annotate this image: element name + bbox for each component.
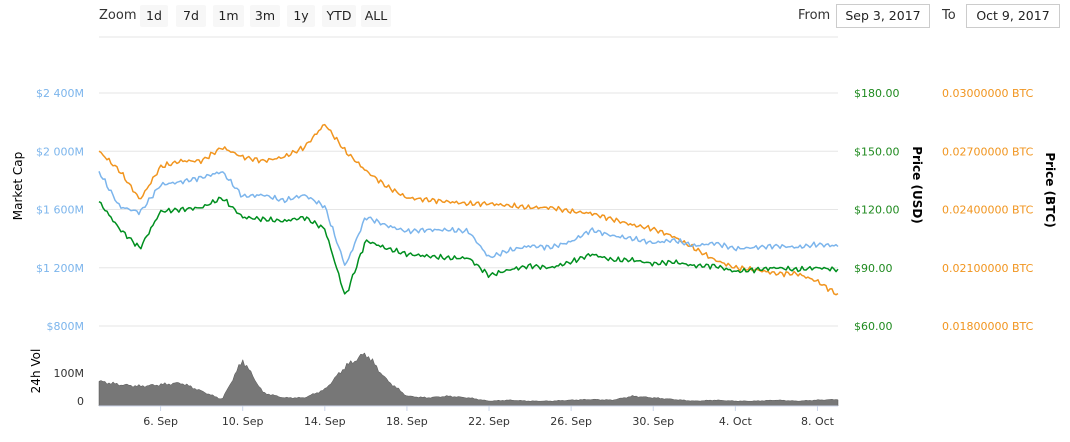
volume-tick-label: 100M bbox=[54, 367, 85, 380]
market-cap-tick-label: $1 600M bbox=[36, 204, 84, 217]
price-btc-tick-label: 0.01800000 BTC bbox=[942, 320, 1034, 333]
from-date-input[interactable]: Sep 3, 2017 bbox=[836, 4, 930, 28]
zoom-1m-button[interactable]: 1m bbox=[213, 5, 244, 27]
x-tick-label: 10. Sep bbox=[222, 415, 264, 428]
price-usd-tick-label: $120.00 bbox=[854, 204, 900, 217]
x-tick-label: 30. Sep bbox=[632, 415, 674, 428]
market-cap-tick-label: $800M bbox=[47, 320, 85, 333]
price-usd-axis-title: Price (USD) bbox=[910, 146, 924, 224]
price-usd-axis: $60.00 $90.00 $120.00 $150.00 $180.00 bbox=[854, 87, 900, 333]
volume-axis: 0 100M bbox=[54, 367, 85, 408]
price-btc-axis: 0.01800000 BTC 0.02100000 BTC 0.02400000 B… bbox=[942, 87, 1034, 333]
volume-layer bbox=[98, 352, 839, 407]
grid bbox=[99, 92, 838, 327]
x-tick-label: 14. Sep bbox=[304, 415, 346, 428]
series-line-price-btc bbox=[98, 123, 839, 296]
from-label: From bbox=[798, 8, 831, 23]
market-cap-tick-label: $2 400M bbox=[36, 87, 84, 100]
price-usd-tick-label: $150.00 bbox=[854, 145, 900, 158]
series-line-price-usd bbox=[98, 196, 839, 295]
price-usd-tick-label: $90.00 bbox=[854, 262, 893, 275]
x-axis: 6. Sep 10. Sep 14. Sep 18. Sep 22. Sep 26. Se… bbox=[143, 406, 835, 428]
x-tick-label: 18. Sep bbox=[386, 415, 428, 428]
x-tick-label: 4. Oct bbox=[719, 415, 753, 428]
x-tick-label: 26. Sep bbox=[550, 415, 592, 428]
series-line-market-cap bbox=[98, 171, 839, 266]
zoom-3m-button[interactable]: 3m bbox=[250, 5, 280, 27]
series-layer bbox=[98, 123, 839, 296]
price-usd-tick-label: $180.00 bbox=[854, 87, 900, 100]
to-date-input[interactable]: Oct 9, 2017 bbox=[966, 4, 1060, 28]
price-btc-tick-label: 0.02400000 BTC bbox=[942, 204, 1034, 217]
zoom-label: Zoom bbox=[99, 8, 137, 23]
volume-tick-label: 0 bbox=[77, 395, 84, 408]
zoom-1y-button[interactable]: 1y bbox=[287, 5, 315, 27]
price-btc-axis-title: Price (BTC) bbox=[1043, 152, 1057, 227]
x-tick-label: 8. Oct bbox=[801, 415, 835, 428]
price-btc-tick-label: 0.03000000 BTC bbox=[942, 87, 1034, 100]
range-selector: Zoom 1d 7d 1m 3m 1y YTD ALL From Sep 3, … bbox=[0, 0, 1070, 32]
market-cap-tick-label: $1 200M bbox=[36, 262, 84, 275]
market-cap-axis: $800M $1 200M $1 600M $2 000M $2 400M bbox=[36, 87, 84, 333]
to-label: To bbox=[942, 8, 956, 23]
market-cap-tick-label: $2 000M bbox=[36, 145, 84, 158]
x-tick-label: 22. Sep bbox=[468, 415, 510, 428]
price-usd-tick-label: $60.00 bbox=[854, 320, 893, 333]
zoom-ytd-button[interactable]: YTD bbox=[322, 5, 356, 27]
x-tick-label: 6. Sep bbox=[143, 415, 178, 428]
market-cap-axis-title: Market Cap bbox=[11, 152, 25, 220]
zoom-7d-button[interactable]: 7d bbox=[176, 5, 206, 27]
price-btc-tick-label: 0.02700000 BTC bbox=[942, 145, 1034, 158]
zoom-all-button[interactable]: ALL bbox=[361, 5, 391, 27]
zoom-1d-button[interactable]: 1d bbox=[140, 5, 168, 27]
price-btc-tick-label: 0.02100000 BTC bbox=[942, 262, 1034, 275]
volume-axis-title: 24h Vol bbox=[29, 349, 43, 394]
volume-area bbox=[98, 352, 839, 407]
